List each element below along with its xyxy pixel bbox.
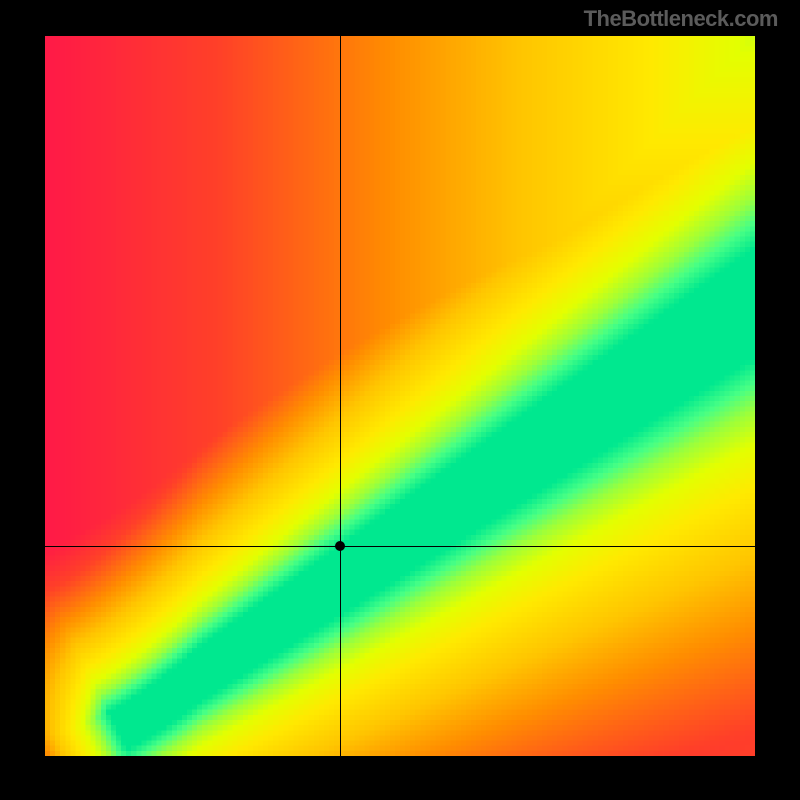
crosshair-horizontal [45,546,755,547]
crosshair-vertical [340,36,341,756]
watermark-text: TheBottleneck.com [584,6,778,32]
data-point-marker [335,541,345,551]
heatmap-canvas [45,36,755,756]
plot-area [45,36,755,756]
